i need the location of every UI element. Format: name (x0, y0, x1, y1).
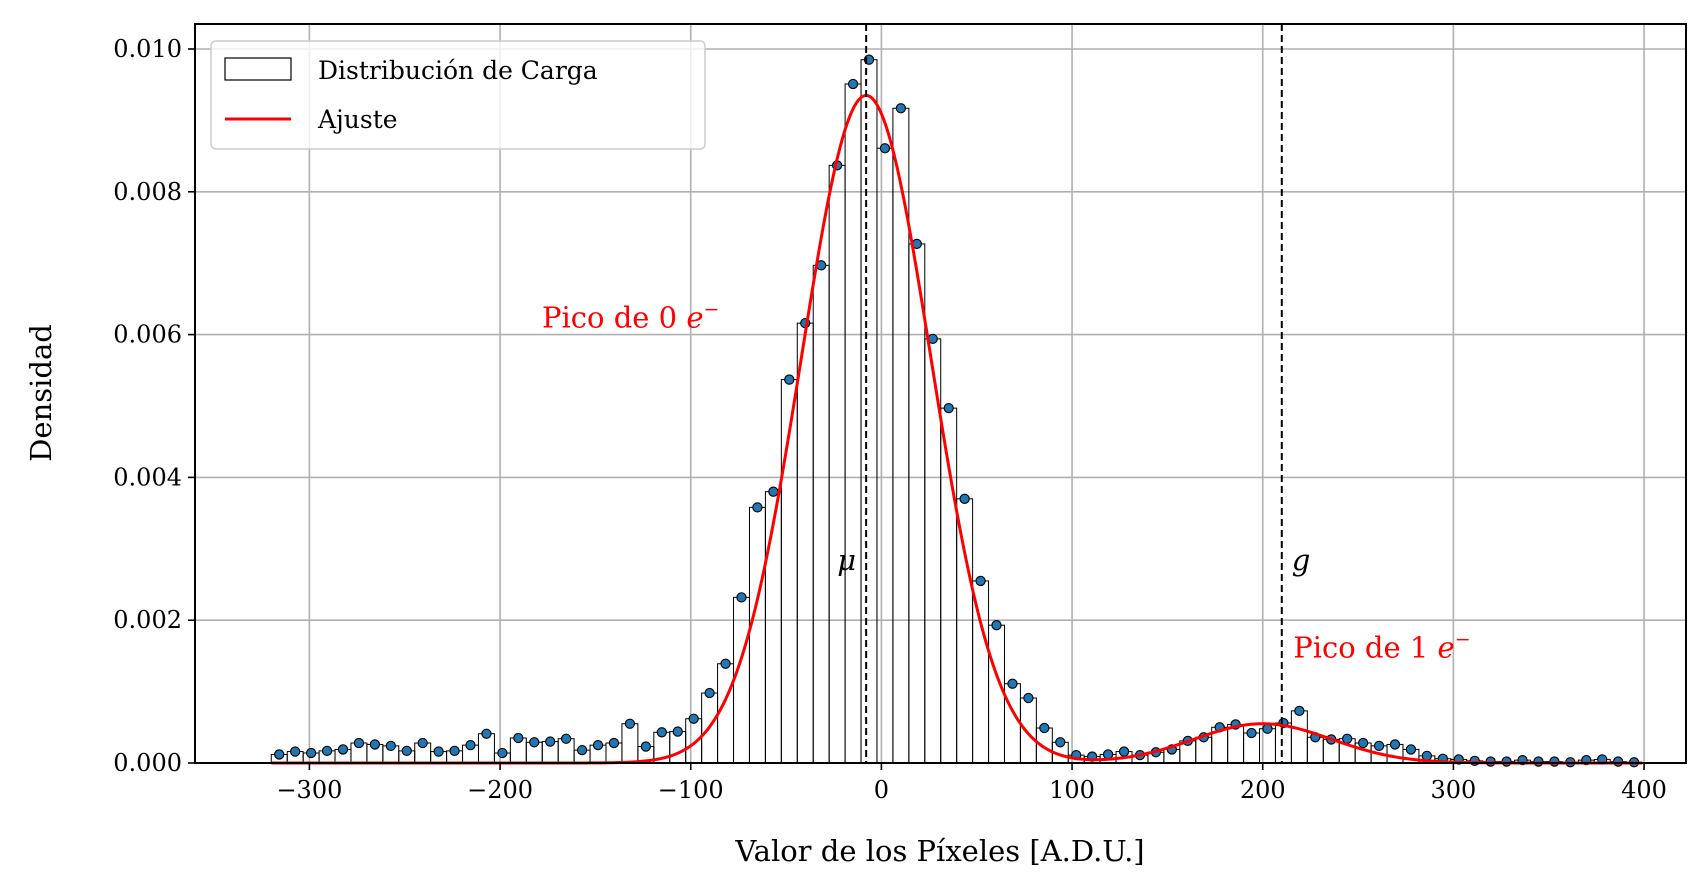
y-tick-label: 0.004 (113, 463, 182, 491)
histogram-point (879, 143, 891, 154)
histogram-point (1055, 737, 1066, 748)
histogram-point (943, 402, 954, 414)
histogram-point (1373, 740, 1385, 752)
x-tick-label: −100 (658, 776, 724, 804)
y-tick-label: 0.002 (113, 606, 182, 634)
histogram-point (608, 737, 620, 749)
legend-label-histogram: Distribución de Carga (318, 56, 598, 85)
histogram-point (991, 620, 1002, 631)
histogram-point (353, 737, 365, 749)
histogram-point (290, 746, 301, 757)
peak-annotation-text: Pico de 1 (1293, 630, 1437, 664)
peak-annotation-symbol: e (1438, 630, 1455, 664)
y-tick-label: 0.010 (113, 35, 182, 63)
histogram-point (768, 486, 779, 497)
peak-annotation: Pico de 1 e− (1293, 628, 1470, 664)
histogram-point (529, 737, 540, 748)
y-tick-label: 0.000 (113, 749, 182, 777)
y-tick-label: 0.008 (113, 178, 182, 206)
legend-histogram-swatch (224, 57, 292, 81)
histogram-point (752, 502, 763, 513)
histogram-point (1007, 678, 1018, 689)
plot-frame (194, 23, 1687, 764)
histogram-point (481, 728, 492, 739)
histogram-point (975, 575, 986, 587)
legend-box (210, 40, 706, 150)
histogram-point (305, 747, 317, 759)
histogram-point (321, 745, 333, 757)
histogram-point (847, 78, 859, 90)
histogram-point (274, 749, 285, 760)
x-axis-label: Valor de los Píxeles [A.D.U.] (734, 834, 1144, 868)
histogram-point (592, 739, 604, 751)
y-tick-label: 0.006 (113, 321, 182, 349)
histogram-point (417, 737, 428, 749)
y-axis-label: Densidad (24, 324, 58, 462)
x-axis: −300 −200 −100 0 100 200 300 400 (276, 763, 1667, 804)
histogram-point (688, 713, 699, 724)
histogram-point (576, 744, 588, 756)
peak-annotation-symbol: e (686, 300, 703, 334)
histogram-point (959, 493, 970, 504)
x-tick-label: −300 (276, 776, 342, 804)
g-label: g (1292, 543, 1311, 577)
histogram-point (449, 745, 460, 757)
histogram-point (1262, 723, 1273, 734)
histogram-point (385, 740, 396, 752)
histogram-point (1118, 746, 1130, 757)
x-tick-label: 0 (874, 776, 889, 804)
annotations: Pico de 0 e−Pico de 1 e− (542, 298, 1471, 664)
histogram-point (736, 592, 747, 603)
legend-label-fit: Ajuste (317, 105, 398, 134)
x-tick-label: −200 (467, 776, 533, 804)
peak-annotation-superscript: − (1455, 628, 1471, 650)
histogram-point (1389, 739, 1401, 750)
histogram-point (1294, 705, 1305, 717)
histogram-point (1357, 737, 1369, 749)
histogram-point (545, 736, 556, 747)
histogram-point (465, 739, 476, 751)
histogram-point (497, 747, 508, 759)
histogram-point (513, 732, 524, 744)
histogram-point (704, 687, 715, 699)
histogram-point (560, 733, 572, 744)
peak-annotation: Pico de 0 e− (542, 298, 719, 334)
histogram-point (1023, 692, 1034, 704)
histogram-point (784, 374, 795, 385)
histogram-point (895, 103, 907, 114)
histogram-point (401, 745, 412, 757)
histogram-point (337, 744, 349, 755)
histogram-point (1246, 727, 1257, 739)
histogram-point (640, 741, 651, 752)
histogram-point (1039, 722, 1050, 734)
histogram-point (433, 746, 444, 757)
x-tick-label: 300 (1430, 776, 1476, 804)
mu-label: μ (837, 543, 856, 577)
histogram-point (369, 739, 381, 750)
y-axis: 0.000 0.002 0.004 0.006 0.008 0.010 (113, 35, 195, 777)
x-tick-label: 100 (1049, 776, 1095, 804)
histogram-point (656, 727, 667, 738)
histogram-point (1405, 744, 1417, 755)
x-tick-label: 400 (1621, 776, 1667, 804)
histogram-point (672, 726, 683, 737)
peak-annotation-superscript: − (704, 298, 720, 320)
histogram-point (624, 718, 636, 729)
histogram-point (720, 658, 731, 669)
legend: Distribución de Carga Ajuste (210, 40, 706, 150)
x-tick-label: 200 (1240, 776, 1286, 804)
peak-annotation-text: Pico de 0 (542, 300, 686, 334)
